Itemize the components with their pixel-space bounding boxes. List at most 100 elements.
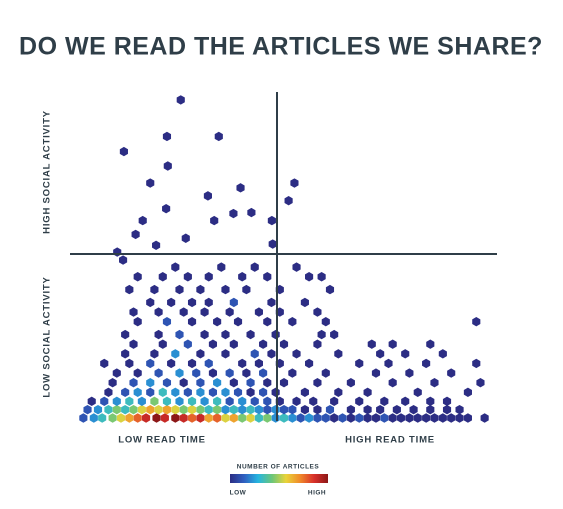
hexbin-cell <box>200 396 209 407</box>
hexbin-cell <box>179 404 188 415</box>
hexbin-cell <box>313 404 322 415</box>
hexbin-cell <box>152 240 161 250</box>
colorbar-low: LOW <box>230 490 247 497</box>
hexbin-cell <box>250 396 259 407</box>
hexbin-cell <box>409 404 418 415</box>
hexbin-cell <box>171 349 180 359</box>
hexbin-cell <box>259 387 268 398</box>
hexbin-cell <box>131 229 140 240</box>
hexbin-cell <box>83 404 92 415</box>
hexbin-cell <box>238 413 247 423</box>
hexbin-cell <box>259 339 268 349</box>
hexbin-cell <box>363 413 372 423</box>
hexbin-cell <box>271 404 280 415</box>
hexbin-cell <box>313 307 322 317</box>
hexbin-cell <box>183 339 192 349</box>
hexbin-cell <box>150 349 159 359</box>
hexbin-cell <box>376 349 385 359</box>
colorbar-label: NUMBER OF ARTICLES <box>237 464 320 471</box>
hexbin-cell <box>100 358 109 369</box>
hexbin-cell <box>376 404 385 415</box>
hexbin-cell <box>138 215 147 226</box>
hexbin-cell <box>401 396 410 407</box>
hexbin-cell <box>455 404 464 415</box>
hexbin-cell <box>438 413 447 423</box>
hexbin-cell <box>171 387 180 398</box>
hexbin-cell <box>296 413 305 423</box>
hexbin-cell <box>187 396 197 407</box>
hexbin-cell <box>181 233 190 243</box>
hexbin-cell <box>238 396 247 407</box>
hexbin-cell <box>162 131 172 142</box>
hexbin-cell <box>125 413 134 423</box>
hexbin-cell <box>150 284 159 295</box>
hexbin-cell <box>271 329 280 340</box>
hexbin-cell <box>346 377 355 388</box>
hexbin-cell <box>317 329 326 340</box>
hexbin-cell <box>388 413 397 423</box>
hexbin-cell <box>463 387 472 398</box>
hexbin-cell <box>187 413 197 423</box>
hexbin-cell <box>146 297 155 308</box>
hexbin-cell <box>388 339 397 349</box>
hexbin-cell <box>426 396 435 407</box>
hexbin-cell <box>129 307 138 317</box>
hexbin-cell <box>192 368 201 378</box>
hexbin-cell <box>279 377 289 388</box>
hexbin-cell <box>179 307 188 317</box>
hexbin-cell <box>162 396 172 407</box>
hexbin-cell <box>268 239 277 249</box>
hexbin-cell <box>292 262 301 272</box>
x-label-low: LOW READ TIME <box>118 435 205 446</box>
hexbin-cell <box>183 387 192 398</box>
hexbin-cell <box>175 284 184 295</box>
hexbin-cell <box>267 215 276 226</box>
hexbin-cell <box>447 413 456 423</box>
hexbin-cell <box>313 413 322 423</box>
hexbin-cell <box>204 297 213 308</box>
hexbin-cell <box>305 272 314 282</box>
hexbin-cell <box>221 329 230 340</box>
hexbin-cell <box>242 284 251 295</box>
hexbin-cell <box>213 413 222 423</box>
hexbin-cell <box>121 404 130 415</box>
hexbin-cell <box>121 329 130 340</box>
hexbin-cell <box>154 404 163 415</box>
hexbin-cell <box>480 413 489 423</box>
hexbin-cell <box>121 349 130 359</box>
hexbin-cell <box>196 284 205 295</box>
hexbin-cell <box>396 413 406 423</box>
hexbin-cell <box>263 404 272 415</box>
hexbin-cell <box>89 413 98 423</box>
hexbin-cell <box>79 413 88 423</box>
hexbin-cell <box>380 413 389 423</box>
hexbin-cell <box>217 262 226 272</box>
hexbin-cell <box>167 358 176 369</box>
hexbin-cell <box>208 339 218 349</box>
hexbin-cell <box>388 377 397 388</box>
hexbin-cell <box>290 178 299 188</box>
hexbin-cell <box>472 358 481 369</box>
hexbin-cell <box>422 413 431 423</box>
hexbin-cell <box>179 413 188 423</box>
hexbin-cell <box>325 404 335 415</box>
hexbin-cell <box>279 413 289 423</box>
hexbin-cell <box>292 349 301 359</box>
hexbin-cell <box>263 396 272 407</box>
hexbin-cell <box>413 413 422 423</box>
hexbin-cell <box>121 387 130 398</box>
hexbin-cell <box>271 387 280 398</box>
hexbin-cell <box>233 317 243 327</box>
hexbin-cell <box>141 413 151 423</box>
hexbin-cell <box>384 358 393 369</box>
hexbin-cell <box>154 368 163 378</box>
hexbin-cell <box>129 404 138 415</box>
hexbin-cell <box>225 368 234 378</box>
hexbin-cell <box>108 413 117 423</box>
hexbin-cell <box>263 377 272 388</box>
hexbin-cell <box>392 404 401 415</box>
hexbin-cell <box>405 413 414 423</box>
hexbin-cell <box>112 368 121 378</box>
hexbin-cell <box>371 413 381 423</box>
hexbin-cell <box>442 396 452 407</box>
